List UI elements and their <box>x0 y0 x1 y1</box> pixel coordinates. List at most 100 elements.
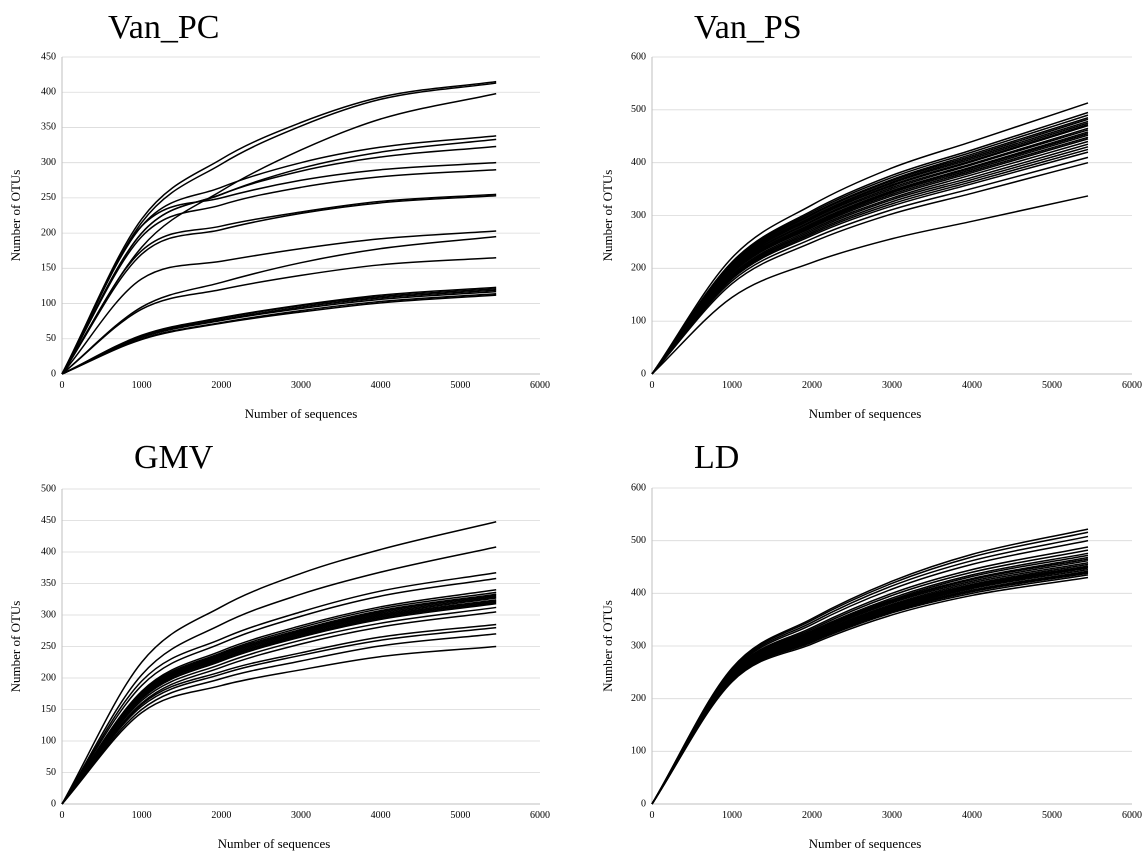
rarefaction-curve <box>651 148 1089 375</box>
x-tick-label: 3000 <box>291 380 311 391</box>
rarefaction-curve <box>651 576 1089 805</box>
curve-series <box>651 102 1089 375</box>
y-axis-label: Number of OTUs <box>8 170 23 262</box>
y-tick-label: 600 <box>631 482 646 493</box>
rarefaction-curve <box>61 623 497 805</box>
x-tick-label: 4000 <box>962 810 982 821</box>
rarefaction-curve <box>651 566 1089 805</box>
rarefaction-curve <box>61 288 497 375</box>
rarefaction-curve <box>61 80 497 375</box>
x-tick-label: 3000 <box>291 810 311 821</box>
x-tick-label: 6000 <box>530 380 550 391</box>
x-tick-labels: 0 1000 2000 3000 4000 5000 6000 <box>650 380 1143 391</box>
rarefaction-curve <box>651 143 1089 375</box>
rarefaction-curve <box>61 546 497 805</box>
y-tick-label: 250 <box>41 192 56 203</box>
chart-title: Van_PC <box>108 9 219 46</box>
rarefaction-curve <box>651 120 1089 375</box>
x-tick-label: 5000 <box>450 810 470 821</box>
y-axis-label: Number of OTUs <box>600 600 615 692</box>
y-tick-label: 0 <box>641 368 646 379</box>
y-tick-label: 100 <box>41 298 56 309</box>
x-tick-labels: 0 1000 2000 3000 4000 5000 6000 <box>60 810 551 821</box>
y-tick-label: 200 <box>631 263 646 274</box>
x-tick-label: 2000 <box>211 380 231 391</box>
y-tick-labels: 0 100 200 300 400 500 600 <box>631 482 646 809</box>
x-tick-labels: 0 1000 2000 3000 4000 5000 6000 <box>650 810 1143 821</box>
rarefaction-curve <box>61 521 497 805</box>
curve-series <box>61 80 497 375</box>
rarefaction-curve <box>651 151 1089 375</box>
x-tick-label: 1000 <box>722 380 742 391</box>
chart-title: GMV <box>134 439 214 476</box>
panel-van-pc: Van_PC 0 50 100 150 200 250 300 350 400 450 0 1000… <box>8 9 550 421</box>
x-tick-label: 0 <box>60 380 65 391</box>
rarefaction-curve <box>61 289 497 375</box>
gridlines <box>651 56 1132 375</box>
rarefaction-curve <box>651 195 1089 375</box>
x-tick-label: 1000 <box>722 810 742 821</box>
x-tick-label: 1000 <box>132 810 152 821</box>
rarefaction-curve <box>61 135 497 375</box>
x-axis-label: Number of sequences <box>809 836 922 851</box>
y-tick-label: 450 <box>41 51 56 62</box>
x-tick-label: 5000 <box>1042 380 1062 391</box>
curve-series <box>651 528 1089 805</box>
rarefaction-curve <box>61 161 497 375</box>
rarefaction-curve <box>651 102 1089 375</box>
y-tick-label: 300 <box>41 609 56 620</box>
x-tick-label: 1000 <box>132 380 152 391</box>
rarefaction-curve <box>651 563 1089 805</box>
x-tick-label: 2000 <box>802 380 822 391</box>
rarefaction-curve <box>651 546 1089 805</box>
rarefaction-curve <box>61 595 497 805</box>
y-tick-label: 600 <box>631 51 646 62</box>
x-axis-label: Number of sequences <box>245 406 358 421</box>
y-tick-label: 200 <box>631 693 646 704</box>
rarefaction-curve <box>61 572 497 805</box>
rarefaction-curve <box>61 82 497 375</box>
rarefaction-curve <box>61 193 497 375</box>
rarefaction-curve <box>61 294 497 375</box>
rarefaction-curve <box>651 129 1089 375</box>
x-tick-label: 2000 <box>802 810 822 821</box>
rarefaction-curve <box>651 138 1089 375</box>
gridlines <box>61 56 540 375</box>
x-tick-label: 0 <box>60 810 65 821</box>
rarefaction-curve <box>61 645 497 805</box>
x-tick-label: 3000 <box>882 810 902 821</box>
x-tick-label: 6000 <box>1122 810 1142 821</box>
rarefaction-curve <box>61 235 497 375</box>
rarefaction-curve <box>61 230 497 375</box>
rarefaction-curve <box>61 626 497 805</box>
y-tick-label: 200 <box>41 672 56 683</box>
y-tick-label: 450 <box>41 515 56 526</box>
x-tick-label: 5000 <box>450 380 470 391</box>
y-tick-label: 100 <box>631 315 646 326</box>
x-tick-label: 4000 <box>371 810 391 821</box>
chart-title: Van_PS <box>694 9 802 46</box>
rarefaction-curve <box>651 562 1089 805</box>
y-tick-label: 400 <box>41 87 56 98</box>
x-axis-label: Number of sequences <box>809 406 922 421</box>
panel-ld: LD 0 100 200 300 400 500 600 0 1000 2000 3000 4000… <box>600 439 1142 851</box>
gridlines <box>61 488 540 805</box>
y-tick-label: 150 <box>41 263 56 274</box>
x-tick-label: 2000 <box>211 810 231 821</box>
rarefaction-curve <box>61 290 497 375</box>
panel-gmv: GMV 0 50 100 150 200 250 300 350 400 450 500 0 1000… <box>8 439 550 851</box>
y-axis-label: Number of OTUs <box>600 170 615 262</box>
y-tick-label: 50 <box>46 333 56 344</box>
chart-title: LD <box>694 439 739 476</box>
curve-series <box>61 521 497 805</box>
rarefaction-curve <box>61 145 497 375</box>
rarefaction-curve <box>651 134 1089 375</box>
rarefaction-curve <box>61 577 497 805</box>
y-tick-label: 350 <box>41 578 56 589</box>
rarefaction-curve <box>61 286 497 375</box>
y-tick-label: 100 <box>631 746 646 757</box>
y-tick-label: 100 <box>41 735 56 746</box>
y-tick-label: 350 <box>41 122 56 133</box>
x-tick-label: 0 <box>650 810 655 821</box>
rarefaction-curve <box>651 558 1089 805</box>
